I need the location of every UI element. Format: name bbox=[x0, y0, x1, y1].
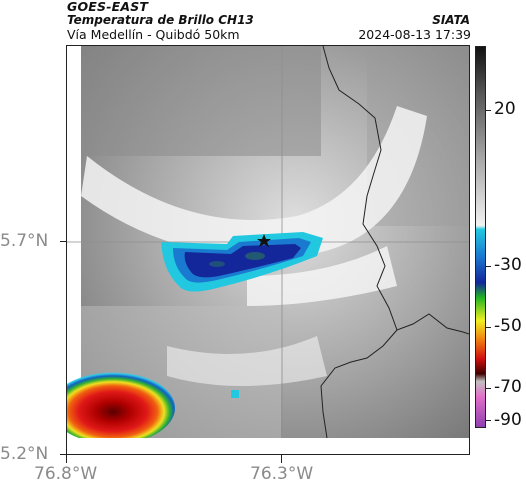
satellite-name: GOES-EAST bbox=[67, 0, 149, 14]
lat-tickmark-5.2 bbox=[60, 454, 66, 455]
cbar-label-m90: -90 bbox=[494, 410, 522, 430]
hot-warm-cell bbox=[67, 372, 175, 444]
cbar-tick-m30 bbox=[486, 266, 491, 267]
cbar-tick-20 bbox=[486, 110, 491, 111]
cbar-label-m70: -70 bbox=[494, 377, 522, 397]
cbar-label-m50: -50 bbox=[494, 316, 522, 336]
cbar-tick-m70 bbox=[486, 388, 491, 389]
region-label: Vía Medellín - Quibdó 50km bbox=[67, 27, 240, 42]
star-marker bbox=[257, 234, 271, 247]
border-line bbox=[322, 46, 469, 335]
datetime-label: 2024-08-13 17:39 bbox=[358, 27, 471, 42]
cbar-tick-m90 bbox=[486, 420, 491, 421]
cbar-label-20: 20 bbox=[494, 99, 516, 119]
colorbar bbox=[475, 46, 486, 428]
map-canvas[interactable] bbox=[67, 46, 469, 454]
lat-tickmark-5.7 bbox=[60, 241, 66, 242]
lon-tick-76.8: 76.8°W bbox=[34, 464, 98, 484]
small-cold-pixel bbox=[231, 390, 239, 398]
agency-name: SIATA bbox=[432, 13, 470, 27]
lon-tick-76.3: 76.3°W bbox=[250, 464, 314, 484]
lat-tick-5.7: 5.7°N bbox=[0, 231, 49, 251]
lat-tick-5.2: 5.2°N bbox=[0, 444, 49, 464]
bright-cloud-band bbox=[81, 106, 427, 258]
cbar-tick-m50 bbox=[486, 327, 491, 328]
lon-tickmark-76.8 bbox=[66, 455, 67, 463]
map-frame[interactable] bbox=[66, 45, 470, 455]
lon-tickmark-76.3 bbox=[281, 455, 282, 463]
cbar-label-m30: -30 bbox=[494, 255, 522, 275]
product-title: Temperatura de Brillo CH13 bbox=[67, 13, 254, 27]
